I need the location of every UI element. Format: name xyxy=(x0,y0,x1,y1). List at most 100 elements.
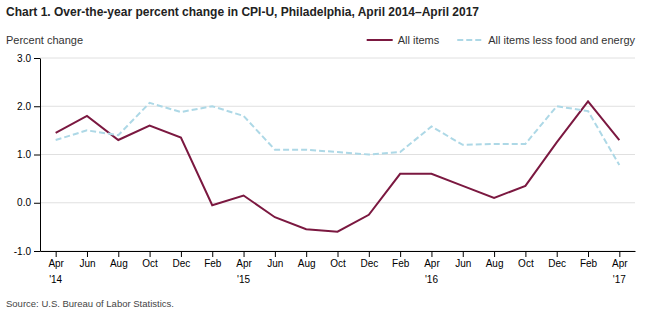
x-tick-mark xyxy=(525,251,526,257)
y-tick: 0.0 xyxy=(17,197,40,208)
y-tick-label: 2.0 xyxy=(17,101,31,112)
x-tick: Aug xyxy=(110,251,128,269)
y-tick: 3.0 xyxy=(17,53,40,64)
x-tick-mark xyxy=(619,251,620,257)
x-tick-label: Dec xyxy=(360,258,378,269)
legend-swatch xyxy=(457,39,483,41)
x-tick-mark xyxy=(557,251,558,257)
x-axis: Apr Jun Aug Oct Dec Feb Apr Jun Aug Oct Dec Feb Apr J… xyxy=(41,251,636,269)
x-tick-label: Apr xyxy=(612,258,628,269)
x-tick-mark xyxy=(369,251,370,257)
x-tick: Dec xyxy=(360,251,378,269)
x-tick: Jun xyxy=(455,251,471,269)
x-tick-label: Oct xyxy=(518,258,534,269)
x-year-label: '17 xyxy=(613,274,626,285)
y-tick-mark xyxy=(34,155,40,156)
x-tick: Jun xyxy=(267,251,283,269)
x-tick-label: Oct xyxy=(142,258,158,269)
x-year-label: '16 xyxy=(425,274,438,285)
grid-line xyxy=(40,106,635,107)
x-tick-mark xyxy=(431,251,432,257)
x-tick-mark xyxy=(181,251,182,257)
grid-line xyxy=(40,202,635,203)
x-tick-mark xyxy=(338,251,339,257)
x-tick: Oct xyxy=(142,251,158,269)
y-tick-label: 1.0 xyxy=(17,149,31,160)
x-tick-label: Jun xyxy=(79,258,95,269)
x-tick-mark xyxy=(87,251,88,257)
x-tick-mark xyxy=(56,251,57,257)
x-tick-label: Aug xyxy=(298,258,316,269)
legend-label: All items xyxy=(398,34,440,46)
x-tick-label: Jun xyxy=(455,258,471,269)
x-tick-label: Apr xyxy=(424,258,440,269)
x-tick-label: Feb xyxy=(204,258,222,269)
x-tick: Apr xyxy=(424,251,440,269)
y-tick-mark xyxy=(34,106,40,107)
x-tick-mark xyxy=(150,251,151,257)
x-tick: Feb xyxy=(580,251,598,269)
x-tick: Feb xyxy=(392,251,410,269)
series-line xyxy=(56,101,620,231)
x-tick: Oct xyxy=(518,251,534,269)
x-tick-mark xyxy=(494,251,495,257)
y-tick-label: -1.0 xyxy=(14,246,32,257)
x-tick: Apr xyxy=(612,251,628,269)
x-tick-label: Dec xyxy=(173,258,191,269)
y-tick: -1.0 xyxy=(14,246,40,257)
x-year-labels: '14 '15 '16 '17 xyxy=(49,274,626,285)
title: Chart 1. Over-the-year percent change in… xyxy=(6,5,479,19)
x-tick: Apr xyxy=(236,251,252,269)
legend-label: All items less food and energy xyxy=(488,34,635,46)
x-tick-mark xyxy=(244,251,245,257)
legend-item: All items xyxy=(367,34,440,46)
y-tick-mark xyxy=(34,251,40,252)
x-tick-mark xyxy=(400,251,401,257)
x-tick-label: Aug xyxy=(486,258,504,269)
x-tick-mark xyxy=(463,251,464,257)
x-tick: Dec xyxy=(173,251,191,269)
y-tick: 2.0 xyxy=(17,101,40,112)
grid-line xyxy=(40,154,635,155)
legend-swatch xyxy=(367,39,393,41)
y-axis-label: Percent change xyxy=(6,34,83,46)
y-tick-label: 0.0 xyxy=(17,197,31,208)
legend: All items All items less food and energy xyxy=(367,34,636,46)
x-tick: Jun xyxy=(79,251,95,269)
x-tick-label: Feb xyxy=(580,258,598,269)
y-axis-line xyxy=(40,59,41,252)
x-tick: Feb xyxy=(204,251,222,269)
x-year-label: '15 xyxy=(237,274,250,285)
y-tick: 1.0 xyxy=(17,149,40,160)
x-tick-mark xyxy=(212,251,213,257)
y-axis: -1.0 0.0 1.0 2.0 3.0 xyxy=(14,53,41,257)
x-tick-label: Oct xyxy=(330,258,346,269)
x-tick-label: Apr xyxy=(236,258,252,269)
legend-item: All items less food and energy xyxy=(457,34,635,46)
x-year-label: '14 xyxy=(49,274,62,285)
annotation: Source: U.S. Bureau of Labor Statistics. xyxy=(6,298,174,309)
y-tick-label: 3.0 xyxy=(17,53,31,64)
x-tick-label: Feb xyxy=(392,258,410,269)
x-tick-label: Jun xyxy=(267,258,283,269)
x-tick-label: Apr xyxy=(48,258,64,269)
x-tick-label: Dec xyxy=(548,258,566,269)
lines xyxy=(56,101,620,231)
x-tick-mark xyxy=(118,251,119,257)
grid xyxy=(40,58,635,251)
x-tick: Aug xyxy=(298,251,316,269)
plot: -1.0 0.0 1.0 2.0 3.0 Apr Jun Aug Oct Dec Feb Apr Jun… xyxy=(14,53,636,285)
chart: Chart 1. Over-the-year percent change in… xyxy=(0,0,650,313)
y-tick-mark xyxy=(34,58,40,59)
y-tick-mark xyxy=(34,203,40,204)
series-line xyxy=(56,103,620,165)
x-tick-mark xyxy=(588,251,589,257)
x-tick: Apr xyxy=(48,251,64,269)
x-tick-label: Aug xyxy=(110,258,128,269)
grid-line xyxy=(40,58,635,59)
x-tick-mark xyxy=(275,251,276,257)
x-tick: Aug xyxy=(486,251,504,269)
x-tick: Oct xyxy=(330,251,346,269)
x-tick: Dec xyxy=(548,251,566,269)
x-tick-mark xyxy=(306,251,307,257)
